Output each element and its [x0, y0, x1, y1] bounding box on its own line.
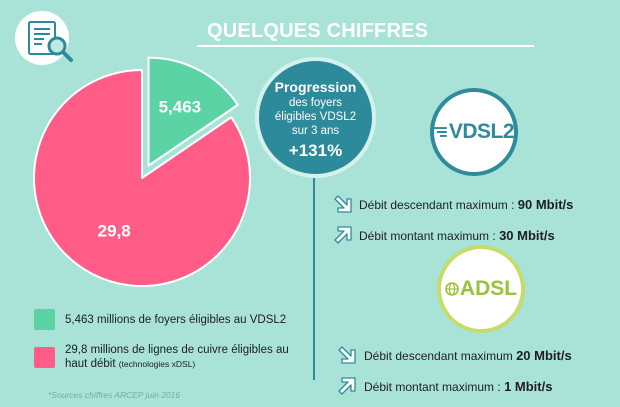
- adsl-logo: ADSL: [437, 245, 525, 333]
- document-search-icon: [11, 8, 81, 73]
- legend-swatch-green: [34, 309, 55, 330]
- progression-text: sur 3 ans: [291, 125, 340, 137]
- arrow-down-right-icon: [338, 346, 356, 364]
- pie-chart: 5,463 29,8: [33, 56, 251, 287]
- legend-label: 29,8 millions de lignes de cuivre éligib…: [65, 343, 305, 371]
- arrow-up-right-icon: [334, 226, 352, 244]
- progression-badge: Progression des foyers éligibles VDSL2 s…: [255, 57, 376, 178]
- speed-label: Débit descendant maximum: [364, 349, 513, 363]
- divider-line: [313, 150, 315, 380]
- progression-text: des foyers: [288, 97, 343, 109]
- vdsl-downstream-speed: Débit descendant maximum : 90 Mbit/s: [359, 197, 573, 212]
- legend-item-vdsl2: 5,463 millions de foyers éligibles au VD…: [34, 309, 286, 330]
- adsl-upstream-speed: Débit montant maximum : 1 Mbit/s: [364, 379, 552, 394]
- speed-value: 30 Mbit/s: [499, 228, 555, 243]
- speed-label: Débit montant maximum :: [359, 229, 496, 243]
- speed-value: 1 Mbit/s: [504, 379, 553, 394]
- speed-value: 90 Mbit/s: [517, 197, 574, 212]
- pie-label-vdsl2: 5,463: [159, 97, 202, 116]
- pie-slice-copper: [33, 69, 251, 287]
- speed-label: Débit descendant maximum :: [359, 198, 515, 212]
- progression-value: +131%: [288, 141, 343, 160]
- legend-item-copper: 29,8 millions de lignes de cuivre éligib…: [34, 343, 305, 371]
- legend-label-text: 29,8 millions de lignes de cuivre éligib…: [65, 344, 289, 370]
- progression-text: éligibles VDSL2: [274, 111, 357, 123]
- arrow-down-right-icon: [334, 195, 352, 213]
- globe-icon: [445, 282, 459, 296]
- pie-label-copper: 29,8: [98, 222, 131, 241]
- adsl-downstream-speed: Débit descendant maximum 20 Mbit/s: [364, 348, 572, 363]
- arrow-up-right-icon: [338, 377, 356, 395]
- legend-swatch-pink: [34, 347, 55, 368]
- source-note: *Sources chiffres ARCEP juin 2016: [48, 390, 181, 400]
- legend-label: 5,463 millions de foyers éligibles au VD…: [65, 314, 287, 326]
- speed-value: 20 Mbit/s: [516, 348, 572, 363]
- speed-lines-icon: [434, 127, 447, 137]
- title-underline: [197, 45, 534, 47]
- vdsl2-logo-text: VDSL2: [448, 120, 515, 143]
- pie-slice-vdsl2: [147, 56, 239, 167]
- legend-label-note: (technologies xDSL): [118, 359, 196, 369]
- page-title: QUELQUES CHIFFRES: [207, 20, 429, 42]
- adsl-logo-text: ADSL: [459, 277, 518, 300]
- vdsl2-logo: VDSL2: [430, 88, 518, 176]
- vdsl-upstream-speed: Débit montant maximum : 30 Mbit/s: [359, 228, 555, 243]
- speed-label: Débit montant maximum :: [364, 380, 501, 394]
- progression-title: Progression: [274, 79, 357, 95]
